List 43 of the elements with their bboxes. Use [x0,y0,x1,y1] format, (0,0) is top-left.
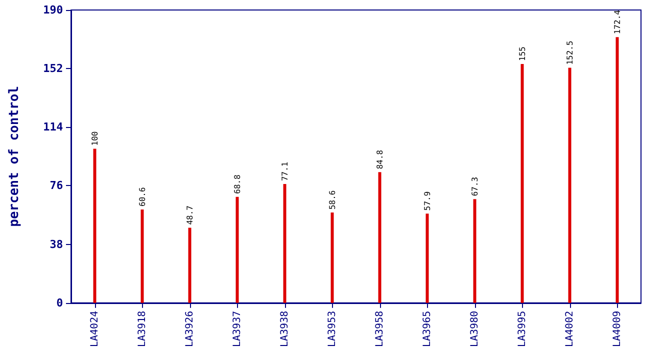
y-tick-label: 190 [43,4,63,16]
data-label: 60.6 [138,187,147,206]
bar [283,184,286,303]
y-tick-label: 0 [56,296,63,310]
data-label: 152.5 [565,40,574,65]
data-label: 172.4 [612,10,622,34]
x-tick-label: LA3938 [279,310,290,347]
x-tick-label: LA3953 [326,310,338,347]
x-tick-label: LA3980 [469,310,480,347]
bar [616,37,619,303]
x-tick-label: LA3926 [184,310,196,347]
x-tick-label: LA3937 [232,310,243,347]
data-label: 100 [90,131,100,146]
bar [93,148,96,303]
bar [568,68,572,303]
x-tick-label: LA4002 [564,310,576,347]
x-tick-label: LA4024 [89,310,100,347]
y-tick-label: 38 [50,238,63,251]
bar [236,196,239,303]
x-tick-label: LA3995 [516,310,528,347]
bar [330,212,334,303]
y-tick-label: 152 [43,62,63,76]
bar [378,172,382,303]
x-tick-label: LA3958 [374,310,386,347]
data-label: 155 [518,46,527,61]
y-axis-title: percent of control [7,86,22,227]
bar [188,228,192,303]
bar [140,209,144,303]
x-tick-label: LA3965 [422,310,433,347]
data-label: 57.9 [422,191,432,211]
data-label: 48.7 [185,205,194,225]
data-label: 77.1 [280,162,290,182]
data-label: 67.3 [470,176,480,196]
data-label: 58.6 [328,190,337,210]
bar [426,214,429,303]
bar [473,199,476,303]
y-tick-label: 76 [50,179,64,192]
data-label: 84.8 [375,150,384,170]
y-tick-label: 114 [43,120,64,134]
x-tick-label: LA4009 [612,310,623,347]
bar [520,64,524,303]
data-label: 68.8 [232,174,242,194]
x-tick-label: LA3918 [136,310,148,347]
